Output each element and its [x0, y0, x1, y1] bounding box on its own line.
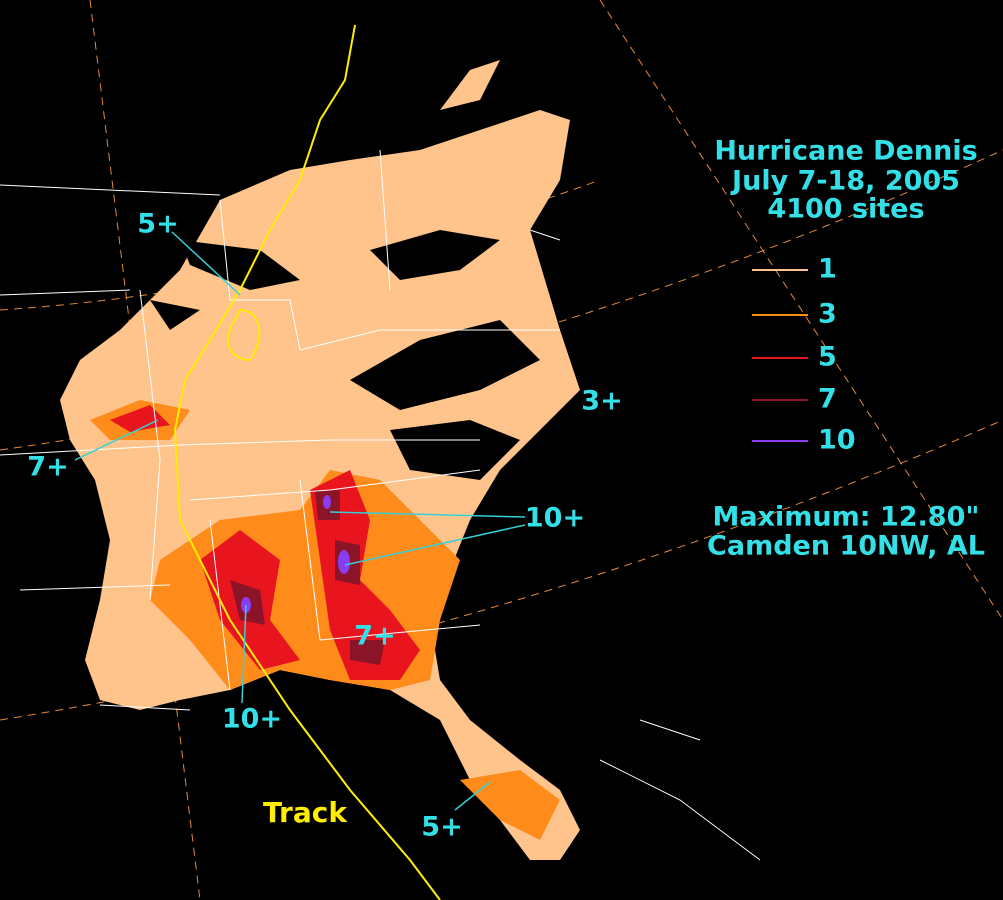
rain-area — [350, 640, 385, 665]
maximum-line: Maximum: 12.80" — [713, 502, 980, 533]
title-line: July 7-18, 2005 — [730, 166, 960, 197]
legend-label: 3 — [818, 299, 837, 330]
storm-track — [173, 24, 441, 900]
annotation: 5+ — [137, 209, 178, 240]
maximum: Maximum: 12.80" Camden 10NW, AL — [707, 502, 985, 562]
state-borders — [0, 149, 761, 861]
annotation: 7+ — [354, 621, 395, 652]
rain-area — [323, 495, 331, 509]
rain-area — [110, 405, 170, 432]
rain-area — [310, 470, 420, 680]
leaders — [74, 231, 526, 811]
annotations: 5+ 3+ 7+ 10+ 7+ 10+ 5+ — [27, 209, 622, 843]
legend-label: 1 — [818, 254, 837, 285]
track-label: Track — [263, 796, 348, 829]
annotation: 10+ — [525, 503, 585, 534]
annotation: 5+ — [421, 812, 462, 843]
track-loop — [226, 308, 261, 362]
annotation: 3+ — [581, 386, 622, 417]
rain-areas — [60, 60, 580, 860]
annotation: 7+ — [27, 452, 68, 483]
legend-label: 5 — [818, 342, 837, 373]
maximum-line: Camden 10NW, AL — [707, 531, 985, 562]
rain-area — [460, 770, 560, 840]
legend: 1 3 5 7 10 — [752, 254, 856, 456]
legend-label: 10 — [818, 425, 856, 456]
rain-area — [338, 550, 350, 574]
annotation: 10+ — [222, 704, 282, 735]
title-line: Hurricane Dennis — [714, 136, 977, 167]
rain-area — [440, 60, 500, 110]
title-line: 4100 sites — [767, 194, 924, 225]
legend-label: 7 — [818, 384, 837, 415]
title: Hurricane Dennis July 7-18, 2005 4100 si… — [714, 136, 977, 225]
